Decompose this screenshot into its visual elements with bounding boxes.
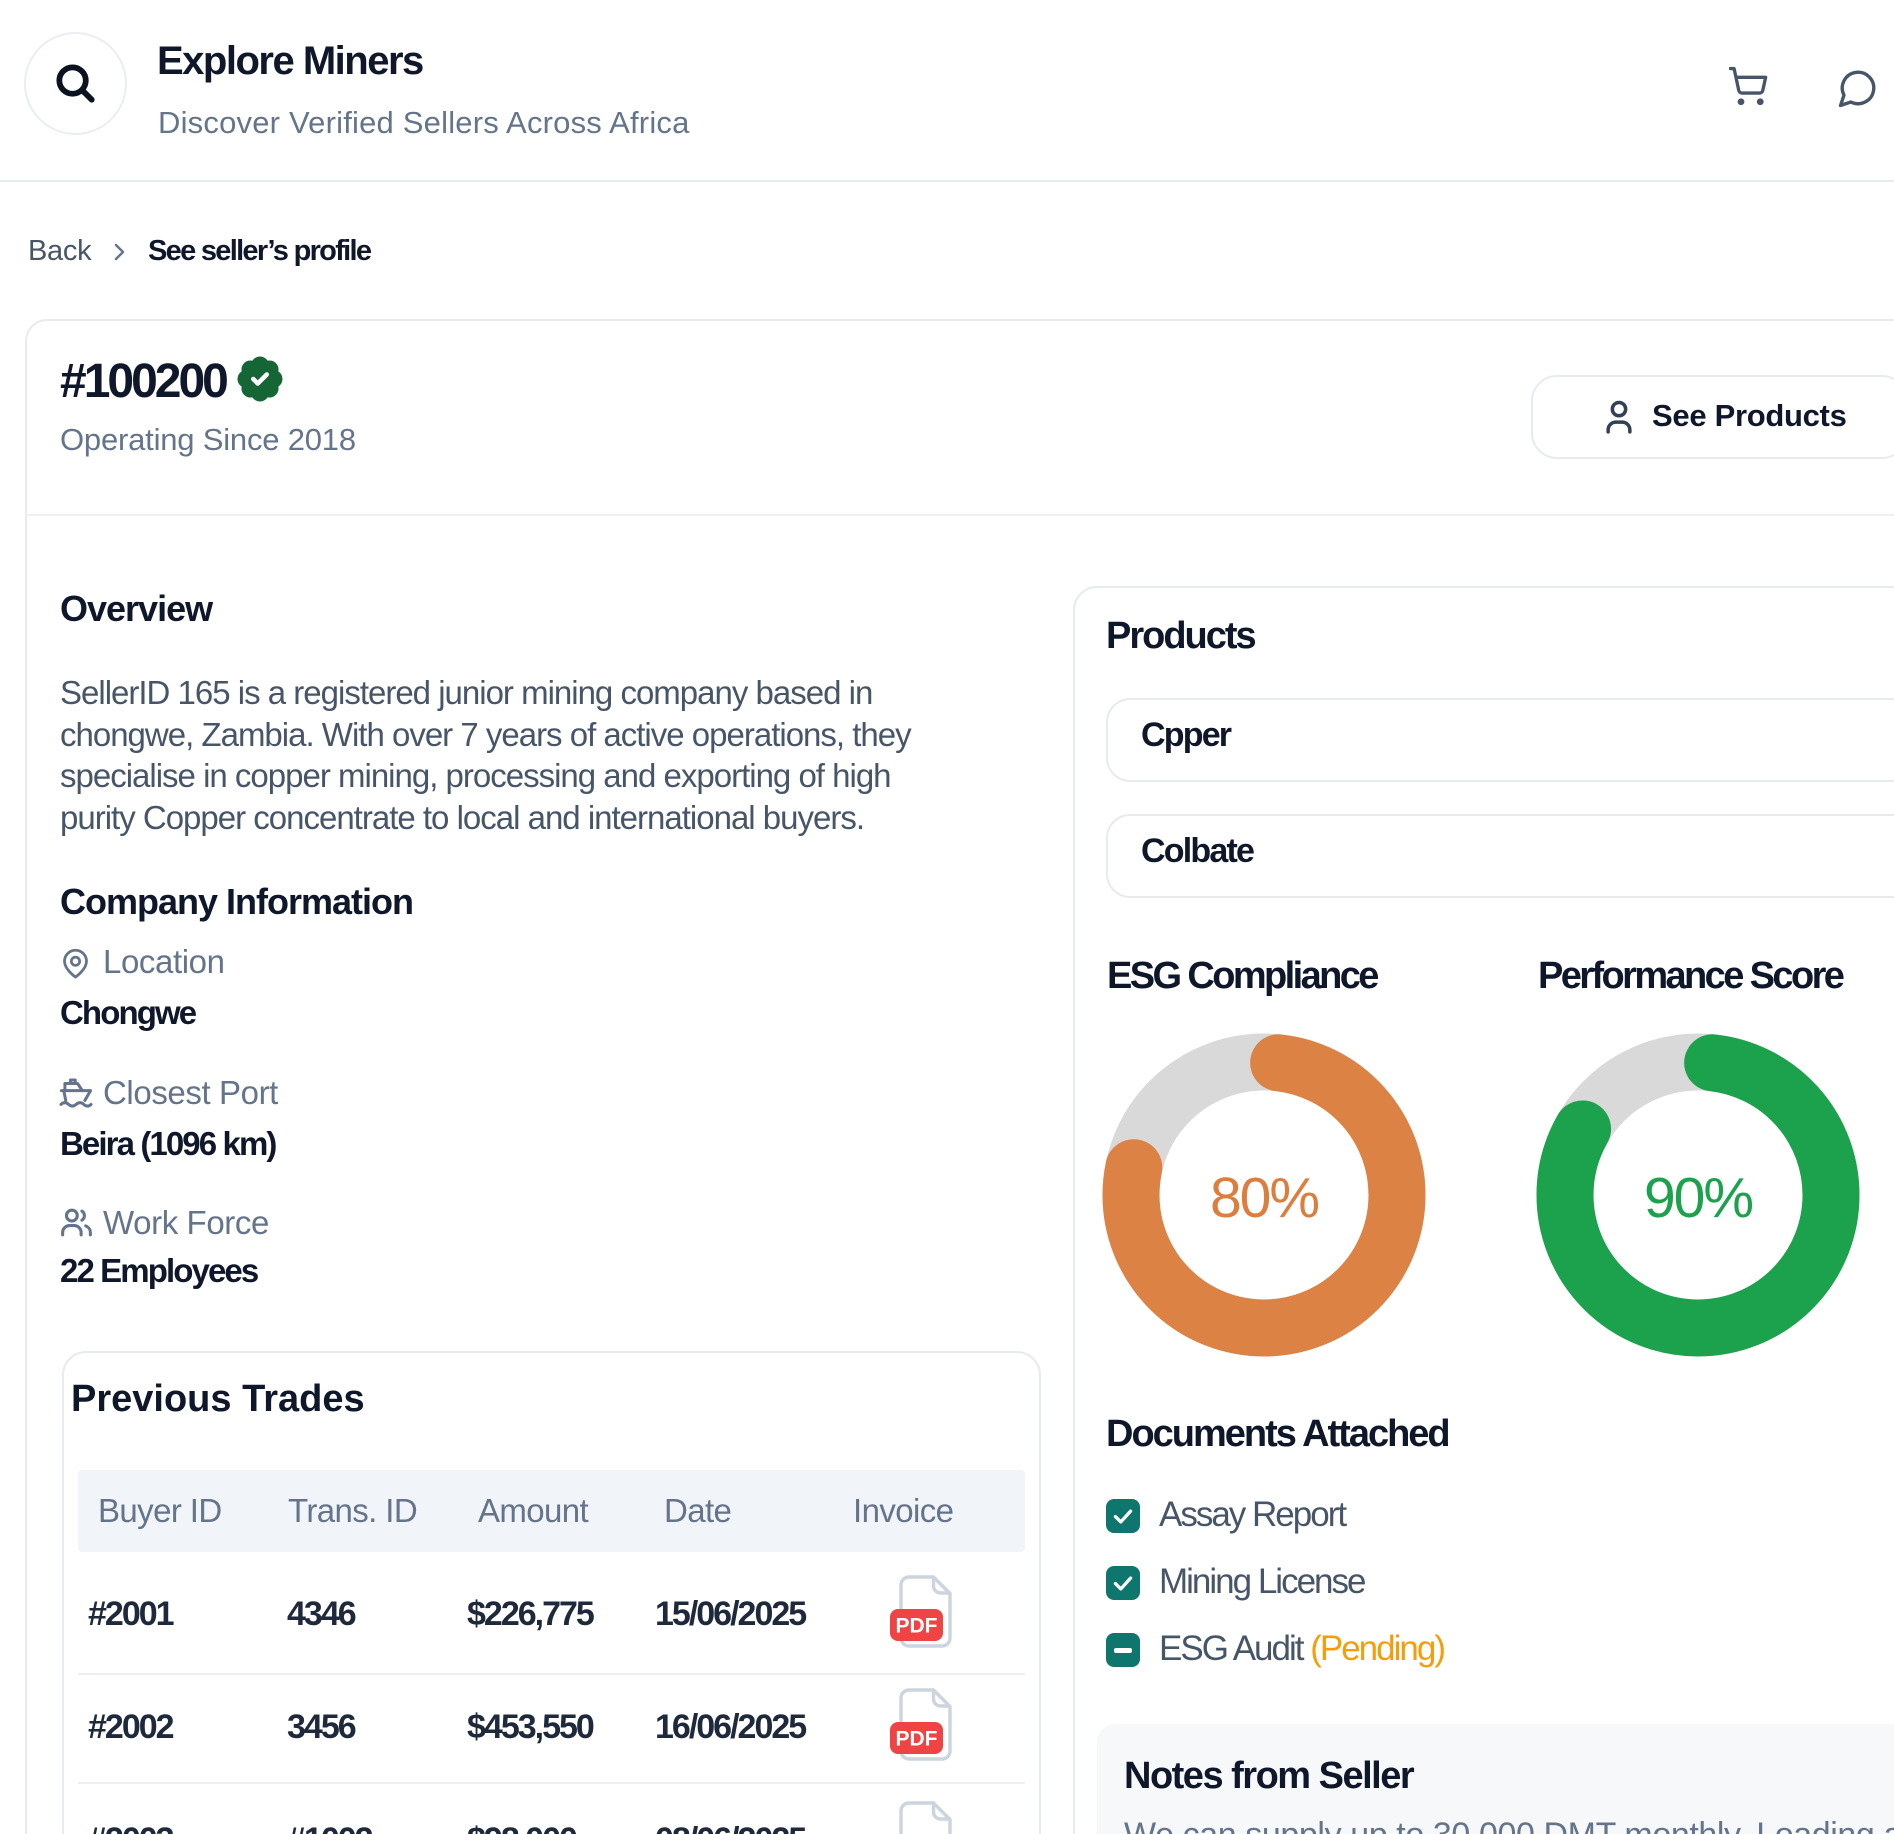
svg-text:PDF: PDF xyxy=(896,1615,938,1638)
svg-text:PDF: PDF xyxy=(896,1728,938,1751)
svg-text:80%: 80% xyxy=(1210,1166,1318,1230)
svg-text:90%: 90% xyxy=(1644,1166,1752,1230)
